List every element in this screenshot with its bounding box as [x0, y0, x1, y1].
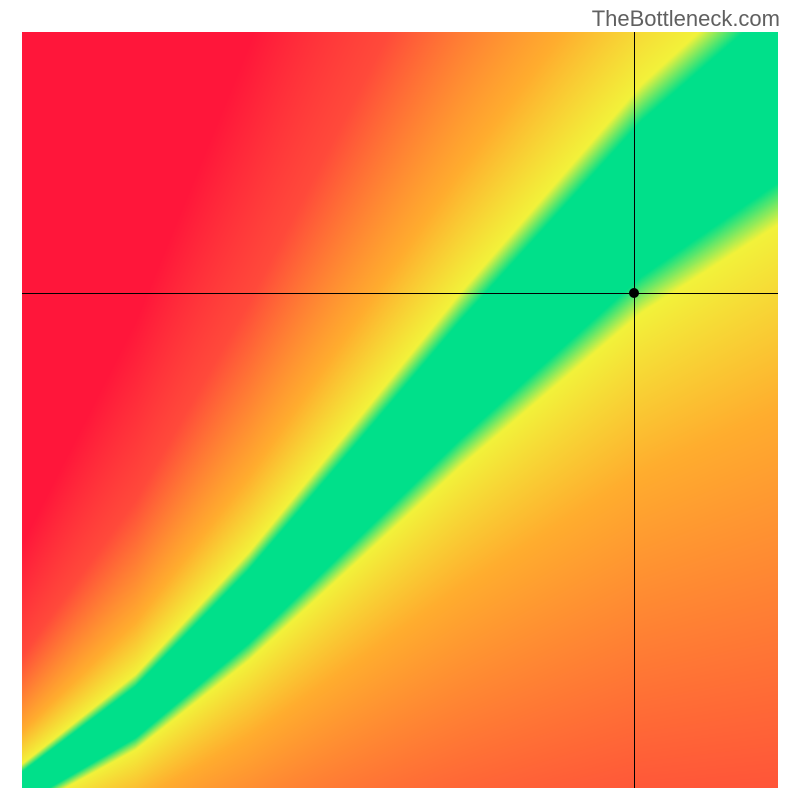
crosshair-vertical	[634, 32, 635, 788]
heatmap-chart	[22, 32, 778, 788]
heatmap-canvas	[22, 32, 778, 788]
crosshair-point	[629, 288, 639, 298]
watermark-text: TheBottleneck.com	[592, 6, 780, 32]
crosshair-horizontal	[22, 293, 778, 294]
